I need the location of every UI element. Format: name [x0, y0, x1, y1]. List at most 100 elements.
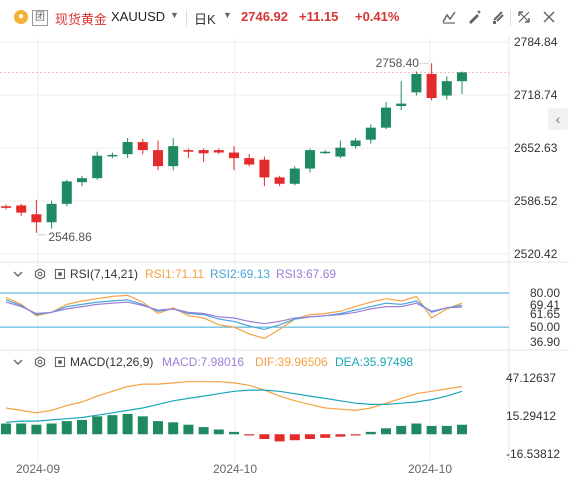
macd-histogram-bar	[396, 425, 407, 435]
macd-histogram-bar	[77, 419, 87, 435]
rsi-title[interactable]: RSI(7,14,21)	[70, 267, 139, 281]
candle-body[interactable]	[183, 150, 194, 152]
dif-line	[5, 381, 463, 414]
candle-body[interactable]	[426, 73, 437, 98]
close-icon[interactable]	[540, 9, 558, 27]
macd-histogram-bar	[137, 416, 148, 435]
symbol-name[interactable]: 现货黄金	[55, 12, 108, 27]
indicator-settings-icon[interactable]	[34, 356, 46, 371]
fullscreen-icon[interactable]	[515, 9, 533, 27]
macd-histogram-bar	[1, 423, 11, 435]
candle-body[interactable]	[1, 206, 11, 208]
candle-body[interactable]	[153, 150, 163, 167]
candle-body[interactable]	[122, 142, 133, 155]
time-axis-label: 2024-09	[16, 462, 60, 476]
candle-body[interactable]	[411, 73, 422, 93]
draw-tool-icon[interactable]	[465, 9, 483, 27]
rsi-axis-label: 69.41	[530, 298, 560, 312]
candle-body[interactable]	[168, 146, 179, 167]
candle-body[interactable]	[213, 150, 224, 153]
candle-body[interactable]	[244, 158, 255, 165]
indicator-settings-icon[interactable]	[34, 268, 46, 283]
candlestick-series	[0, 63, 509, 233]
candle-body[interactable]	[274, 177, 285, 184]
candle-body[interactable]	[335, 147, 346, 157]
candle-body[interactable]	[77, 178, 87, 183]
dea-line	[5, 389, 463, 423]
macd-value: MACD:7.98016	[162, 355, 245, 369]
candle-body[interactable]	[198, 150, 209, 154]
visibility-icon[interactable]	[54, 268, 66, 283]
collapse-indicator-icon[interactable]	[12, 356, 24, 371]
candle-body[interactable]	[365, 127, 376, 140]
price-axis-label: 2520.42	[514, 247, 558, 261]
macd-histogram-bar	[153, 421, 163, 435]
macd-histogram-bar	[122, 413, 133, 435]
toolbar-divider	[186, 10, 187, 26]
candle-body[interactable]	[92, 155, 103, 179]
macd-histogram-bar	[183, 424, 194, 435]
candle-body[interactable]	[16, 205, 27, 213]
symbol-dropdown-icon[interactable]: ▼	[170, 10, 179, 20]
candle-body[interactable]	[31, 214, 42, 223]
macd-axis-label: 15.29412	[506, 409, 556, 423]
symbol-flag-icon[interactable]: 团	[32, 10, 48, 26]
macd-histogram-bar	[426, 425, 437, 435]
price-change: +11.15	[299, 9, 339, 24]
candle-body[interactable]	[107, 154, 118, 157]
collapse-panel-button[interactable]: ‹	[548, 108, 568, 130]
candle-body[interactable]	[259, 159, 270, 178]
macd-histogram-bar	[335, 434, 346, 437]
macd-title[interactable]: MACD(12,26,9)	[70, 355, 154, 369]
macd-histogram-bar	[289, 434, 300, 441]
macd-histogram-bar	[229, 431, 239, 435]
macd-axis-label: -16.53812	[506, 447, 560, 461]
macd-histogram-bar	[441, 425, 452, 435]
candle-body[interactable]	[137, 142, 148, 151]
price-axis-label: 2586.52	[514, 194, 558, 208]
candle-body[interactable]	[289, 168, 300, 184]
chart-toolbar: ● 团 现货黄金 XAUUSD ▼ 日K ▼ 2746.92 +11.15 +0…	[0, 0, 569, 36]
period-selector[interactable]: 日K	[194, 12, 216, 27]
price-axis: 2784.84 2718.74 2652.63 2586.52 2520.42	[514, 35, 558, 261]
rsi-axis-label: 80.00	[530, 286, 560, 300]
candle-body[interactable]	[229, 152, 239, 159]
rsi1-line	[5, 294, 463, 340]
candle-body[interactable]	[61, 181, 72, 204]
candle-body[interactable]	[441, 81, 452, 96]
high-price-annotation: 2758.40	[376, 56, 420, 70]
macd-histogram-bar	[107, 415, 118, 435]
gold-coin-icon: ●	[14, 10, 28, 24]
candle-body[interactable]	[320, 151, 331, 154]
macd-pane: 47.12637 15.29412 -16.53812	[1, 371, 560, 461]
period-dropdown-icon[interactable]: ▼	[223, 10, 232, 20]
candle-body[interactable]	[350, 140, 361, 147]
time-axis-label: 2024-10	[213, 462, 257, 476]
time-axis: 2024-09 2024-10 2024-10	[16, 462, 452, 476]
macd-axis-label: 47.12637	[506, 371, 556, 385]
dea-value: DEA:35.97498	[335, 355, 414, 369]
symbol-code[interactable]: XAUUSD	[111, 9, 166, 24]
candle-body[interactable]	[457, 72, 467, 82]
collapse-indicator-icon[interactable]	[12, 268, 24, 283]
indicator-icon[interactable]	[440, 9, 458, 27]
rsi2-value: RSI2:69.13	[210, 267, 271, 281]
candle-body[interactable]	[305, 150, 315, 169]
settings-icon[interactable]	[490, 9, 508, 27]
rsi-axis-label: 36.90	[530, 335, 560, 349]
macd-histogram-bar	[381, 428, 391, 435]
macd-histogram-bar	[168, 422, 179, 435]
candle-body[interactable]	[396, 103, 407, 107]
macd-histogram-bar	[350, 434, 361, 436]
dif-value: DIF:39.96506	[255, 355, 328, 369]
macd-histogram-bar	[365, 431, 376, 435]
macd-histogram-bar	[259, 434, 270, 440]
low-price-annotation: 2546.86	[48, 230, 92, 244]
macd-histogram-bar	[213, 429, 224, 435]
candle-body[interactable]	[381, 107, 391, 128]
candle-body[interactable]	[46, 203, 57, 223]
visibility-icon[interactable]	[54, 356, 66, 371]
price-axis-label: 2784.84	[514, 35, 558, 49]
